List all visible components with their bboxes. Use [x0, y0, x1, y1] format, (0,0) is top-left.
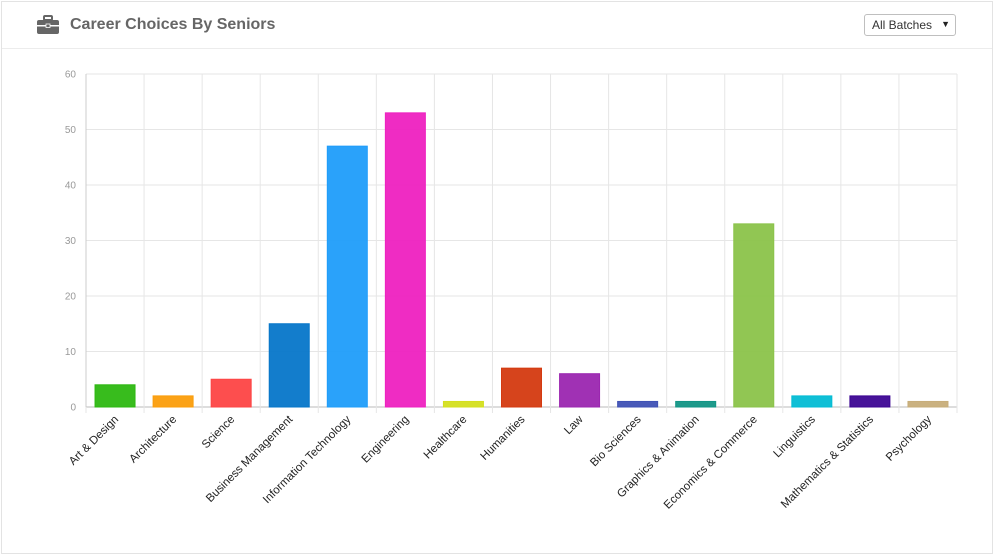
briefcase-icon: [37, 15, 59, 34]
x-tick-label: Architecture: [127, 414, 179, 466]
bar[interactable]: [501, 367, 542, 408]
batch-select-value: All Batches: [872, 18, 933, 32]
x-tick-label: Linguistics: [771, 413, 818, 460]
panel-header: Career Choices By Seniors All Batches ▼: [2, 2, 992, 49]
y-tick-label: 30: [65, 236, 77, 247]
x-tick-label: Bio Sciences: [588, 413, 644, 469]
y-tick-label: 10: [65, 347, 77, 358]
bar[interactable]: [268, 323, 310, 408]
bar[interactable]: [675, 400, 717, 408]
bar[interactable]: [559, 373, 601, 408]
x-tick-label: Science: [200, 414, 237, 451]
dropdown-arrow-icon: ▼: [941, 19, 950, 29]
y-tick-label: 40: [65, 181, 77, 192]
x-tick-label: Economics & Commerce: [662, 414, 760, 512]
bar[interactable]: [326, 145, 368, 408]
y-tick-label: 60: [65, 70, 77, 81]
y-tick-label: 20: [65, 292, 77, 303]
batch-select[interactable]: All Batches ▼: [864, 14, 956, 36]
bar[interactable]: [442, 400, 484, 408]
bar[interactable]: [791, 395, 833, 408]
y-tick-label: 50: [65, 125, 77, 136]
bar[interactable]: [733, 223, 775, 408]
bar[interactable]: [849, 395, 891, 408]
bar[interactable]: [907, 400, 949, 408]
bar[interactable]: [94, 384, 136, 408]
y-tick-label: 0: [70, 403, 76, 414]
panel-title: Career Choices By Seniors: [70, 16, 276, 33]
bar[interactable]: [617, 400, 659, 408]
x-tick-label: Art & Design: [67, 414, 121, 468]
x-tick-label: Humanities: [478, 413, 527, 462]
bar[interactable]: [210, 378, 252, 408]
x-tick-label: Engineering: [360, 414, 412, 466]
bar[interactable]: [384, 112, 426, 408]
x-tick-label: Law: [562, 413, 586, 437]
x-tick-label: Psychology: [884, 413, 934, 463]
bar[interactable]: [152, 395, 194, 408]
x-tick-label: Mathematics & Statistics: [779, 413, 876, 510]
x-tick-label: Healthcare: [422, 414, 470, 462]
